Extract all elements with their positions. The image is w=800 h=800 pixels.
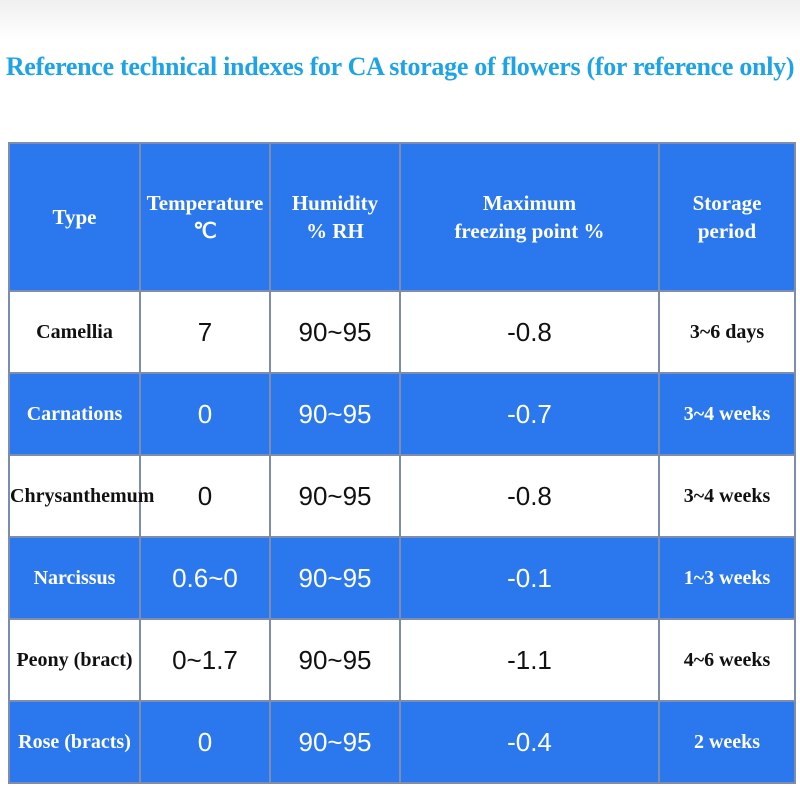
top-background: [0, 0, 800, 40]
cell-type: Peony (bract): [8, 618, 141, 702]
cell-freezing-point: -0.8: [399, 290, 660, 374]
header-humidity-label: Humidity: [291, 191, 379, 215]
table-row: Carnations 0 90~95 -0.7 3~4 weeks: [8, 372, 796, 456]
cell-storage-period: 2 weeks: [658, 700, 796, 784]
cell-freezing-point: -0.8: [399, 454, 660, 538]
cell-storage-period: 3~6 days: [658, 290, 796, 374]
cell-type: Rose (bracts): [8, 700, 141, 784]
cell-temperature: 0: [139, 700, 271, 784]
cell-temperature: 7: [139, 290, 271, 374]
cell-type: Narcissus: [8, 536, 141, 620]
cell-freezing-point: -0.7: [399, 372, 660, 456]
cell-humidity: 90~95: [269, 700, 401, 784]
cell-storage-period: 4~6 weeks: [658, 618, 796, 702]
cell-storage-period: 3~4 weeks: [658, 372, 796, 456]
header-temperature-label: Temperature: [146, 191, 264, 215]
header-period-line2: period: [697, 219, 757, 243]
cell-type: Carnations: [8, 372, 141, 456]
header-type: Type: [8, 142, 141, 292]
cell-freezing-point: -1.1: [399, 618, 660, 702]
header-temperature-unit: ℃: [193, 219, 217, 243]
cell-temperature: 0: [139, 372, 271, 456]
table-header-row: Type Temperature ℃ Humidity % RH Maximum…: [8, 142, 796, 292]
header-freezing-line2: freezing point %: [454, 219, 605, 243]
cell-humidity: 90~95: [269, 454, 401, 538]
cell-temperature: 0~1.7: [139, 618, 271, 702]
table-row: Rose (bracts) 0 90~95 -0.4 2 weeks: [8, 700, 796, 784]
table-row: Peony (bract) 0~1.7 90~95 -1.1 4~6 weeks: [8, 618, 796, 702]
header-temperature: Temperature ℃: [139, 142, 271, 292]
cell-type: Camellia: [8, 290, 141, 374]
cell-storage-period: 1~3 weeks: [658, 536, 796, 620]
header-period-line1: Storage: [692, 191, 762, 215]
table-row: Chrysanthemum 0 90~95 -0.8 3~4 weeks: [8, 454, 796, 538]
header-freezing-point: Maximum freezing point %: [399, 142, 660, 292]
cell-temperature: 0: [139, 454, 271, 538]
cell-humidity: 90~95: [269, 618, 401, 702]
header-humidity-unit: % RH: [306, 219, 364, 243]
header-storage-period: Storage period: [658, 142, 796, 292]
cell-freezing-point: -0.1: [399, 536, 660, 620]
table-row: Camellia 7 90~95 -0.8 3~6 days: [8, 290, 796, 374]
cell-temperature: 0.6~0: [139, 536, 271, 620]
cell-humidity: 90~95: [269, 372, 401, 456]
page-title: Reference technical indexes for CA stora…: [5, 52, 795, 81]
header-humidity: Humidity % RH: [269, 142, 401, 292]
cell-humidity: 90~95: [269, 536, 401, 620]
table-row: Narcissus 0.6~0 90~95 -0.1 1~3 weeks: [8, 536, 796, 620]
cell-freezing-point: -0.4: [399, 700, 660, 784]
cell-storage-period: 3~4 weeks: [658, 454, 796, 538]
cell-humidity: 90~95: [269, 290, 401, 374]
header-freezing-line1: Maximum: [482, 191, 577, 215]
cell-type: Chrysanthemum: [8, 454, 154, 538]
storage-table: Type Temperature ℃ Humidity % RH Maximum…: [8, 142, 796, 784]
